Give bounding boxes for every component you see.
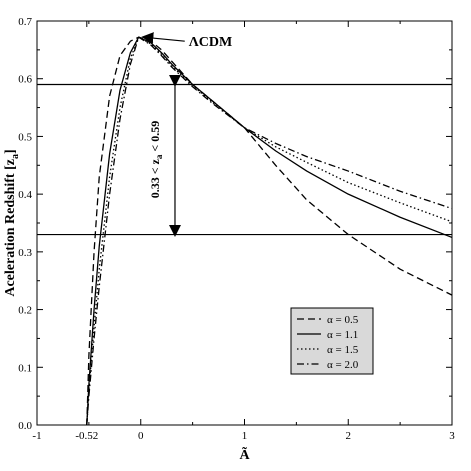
legend-label-3: α = 1.5 [327,344,359,356]
lcdm-annotation: ΛCDM [141,32,232,50]
legend-label-2: α = 1.1 [327,329,358,341]
series-line-2 [86,36,453,426]
axis-ticks: -1 -0.52 0 1 2 3 0.0 0.1 0.2 0.3 0.4 0.5 0.6 0.7 [18,16,455,442]
series-line-1 [86,36,453,426]
plot-frame [36,20,453,426]
reference-lines [37,83,452,236]
series-line-4 [86,36,453,426]
legend-label-1: α = 0.5 [327,314,359,326]
y-tick-label: 0.6 [18,74,32,86]
x-tick-label: 2 [346,430,352,442]
axis-labels: Ã Aceleration Redshift [za] [3,149,250,463]
acceleration-range-annotation: 0.33 < za < 0.59 [148,74,181,237]
range-label: 0.33 < za < 0.59 [148,121,164,199]
x-axis-label: Ã [239,445,250,463]
series-line-3 [86,36,453,426]
x-tick-label: -1 [32,430,41,442]
legend: α = 0.5 α = 1.1 α = 1.5 α = 2.0 [290,307,374,375]
plot-area: -1 -0.52 0 1 2 3 0.0 0.1 0.2 0.3 0.4 0.5 0.6 0.7 [18,16,455,442]
y-tick-label: 0.7 [18,16,32,28]
legend-box [290,307,374,375]
y-tick-label: 0.2 [18,305,32,317]
y-tick-label: 0.1 [18,362,32,374]
y-tick-label: 0.4 [18,189,32,201]
legend-label-4: α = 2.0 [327,359,359,371]
x-tick-label: 3 [449,430,455,442]
y-tick-label: 0.5 [18,131,32,143]
lcdm-arrow [141,32,185,45]
lcdm-label: ΛCDM [189,35,232,50]
x-tick-label: -0.52 [75,430,98,442]
y-axis-label: Aceleration Redshift [za] [3,149,21,296]
svg-text:Aceleration Redshift [za]: Aceleration Redshift [za] [3,149,21,296]
x-tick-label: 1 [242,430,248,442]
x-tick-label: 0 [138,430,144,442]
y-tick-label: 0.0 [18,420,32,432]
y-tick-label: 0.3 [18,247,32,259]
series-lines [86,36,453,426]
